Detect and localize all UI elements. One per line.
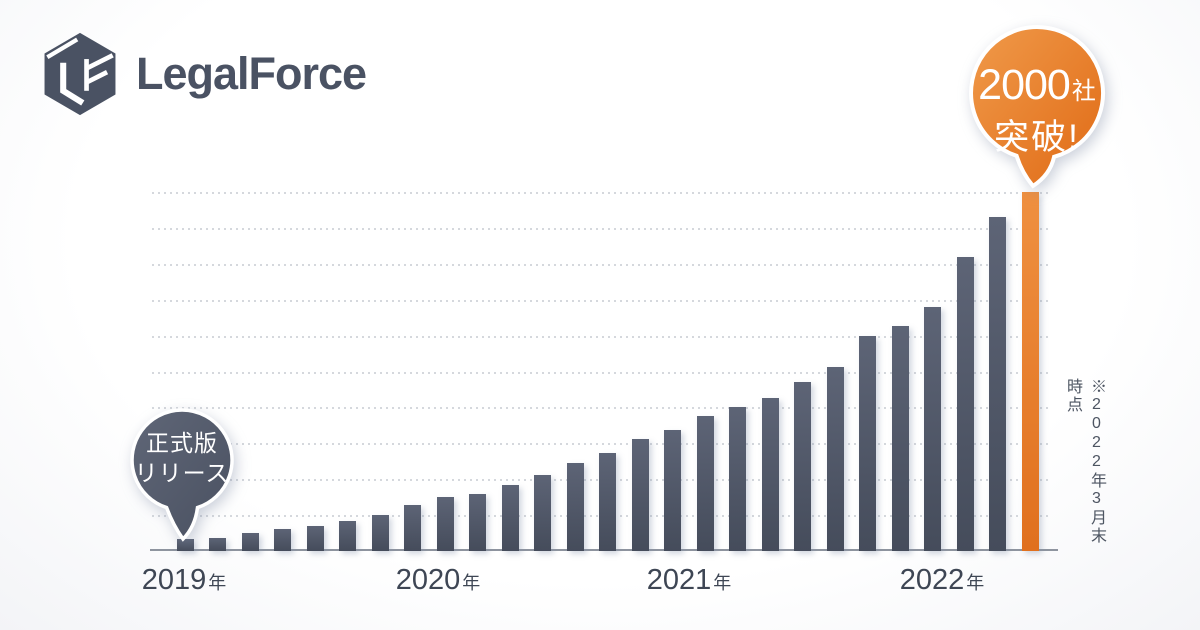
bar xyxy=(501,485,519,551)
year-number: 2022 xyxy=(899,564,965,596)
bar xyxy=(469,493,486,551)
year-unit: 年 xyxy=(713,573,732,593)
bar xyxy=(794,382,811,551)
gridline xyxy=(152,263,1048,266)
bar xyxy=(761,397,779,551)
gridline xyxy=(152,192,1048,194)
x-axis-label-2022: 2022 年 xyxy=(900,564,985,597)
bar xyxy=(696,416,714,551)
x-axis-label-2019: 2019 年 xyxy=(142,564,227,597)
bar xyxy=(371,515,389,551)
bar xyxy=(599,453,616,551)
bar xyxy=(924,306,941,551)
legalforce-cube-icon xyxy=(44,32,116,116)
year-number: 2020 xyxy=(395,564,461,596)
bar xyxy=(729,407,746,551)
bar xyxy=(241,533,259,551)
x-axis-label-2020: 2020 年 xyxy=(396,564,481,597)
bar xyxy=(176,539,194,551)
badge-bubble-shape xyxy=(969,25,1106,189)
bar xyxy=(274,529,291,551)
bar xyxy=(664,429,681,551)
year-unit: 年 xyxy=(966,573,985,593)
x-axis-label-2021: 2021 年 xyxy=(647,564,732,597)
legalforce-logo: LegalForce xyxy=(38,30,367,118)
bar xyxy=(989,217,1006,551)
year-unit: 年 xyxy=(208,573,227,593)
bar xyxy=(631,438,649,551)
bar xyxy=(404,505,421,551)
year-number: 2021 xyxy=(646,564,712,596)
bar xyxy=(436,497,454,551)
bar xyxy=(339,521,356,551)
gridline xyxy=(152,227,1048,230)
year-number: 2019 xyxy=(141,564,207,596)
bar xyxy=(826,367,844,551)
gridline xyxy=(152,407,1048,410)
year-unit: 年 xyxy=(462,573,481,593)
bar-highlight xyxy=(1021,192,1039,551)
gridline xyxy=(152,371,1048,374)
footnote-asterisk-note: ※2022年3月末時点 xyxy=(1064,378,1105,545)
logo-wordmark: LegalForce xyxy=(136,48,367,99)
bar xyxy=(891,325,909,551)
bar xyxy=(859,335,876,551)
bar xyxy=(534,474,551,551)
speech-bubble-shape xyxy=(130,408,234,542)
gridline xyxy=(152,443,1048,446)
gridline xyxy=(152,335,1048,338)
bar xyxy=(209,537,226,551)
release-annotation-balloon: 正式版 リリース xyxy=(127,405,237,545)
bar xyxy=(566,463,584,551)
bar xyxy=(956,256,974,551)
bar xyxy=(306,525,324,551)
gridline xyxy=(152,299,1048,302)
milestone-badge-balloon: 2000社 突破! xyxy=(962,23,1112,198)
